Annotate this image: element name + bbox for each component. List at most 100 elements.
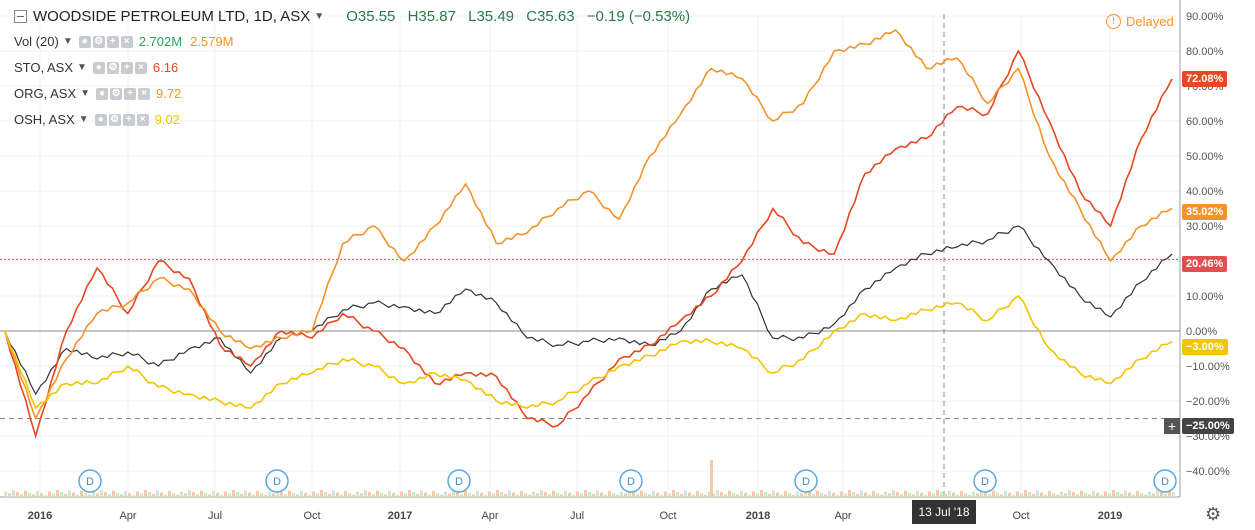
symbol-header[interactable]: WOODSIDE PETROLEUM LTD, 1D, ASX ▼ O35.55…: [14, 8, 698, 25]
eye-icon[interactable]: ●: [92, 61, 105, 74]
volume-bar: [972, 491, 975, 497]
chevron-down-icon[interactable]: ▼: [77, 62, 87, 73]
volume-bar: [4, 491, 7, 497]
indicator-row[interactable]: ORG, ASX ▼ ● ⚙ + × 9.72: [14, 86, 189, 101]
more-icon[interactable]: +: [122, 113, 135, 126]
volume-bar: [684, 490, 687, 497]
volume-bar: [820, 492, 823, 497]
volume-bar: [864, 492, 867, 497]
volume-bar: [232, 490, 235, 497]
indicator-row[interactable]: Vol (20) ▼ ● ⚙ + × 2.702M 2.579M: [14, 34, 241, 49]
volume-bar: [180, 491, 183, 497]
volume-bar: [100, 490, 103, 497]
volume-bar: [488, 491, 491, 497]
delayed-label: Delayed: [1126, 14, 1174, 29]
volume-bar: [316, 493, 319, 497]
close-icon[interactable]: ×: [134, 61, 147, 74]
volume-bar: [796, 491, 799, 497]
volume-bar: [76, 494, 79, 497]
close-icon[interactable]: ×: [138, 87, 151, 100]
volume-bar: [196, 494, 199, 497]
volume-bar: [380, 492, 383, 497]
volume-bar: [108, 494, 111, 497]
volume-bar: [1072, 492, 1075, 497]
chevron-down-icon[interactable]: ▼: [80, 88, 91, 99]
x-tick-label: 2016: [28, 510, 52, 522]
volume-bar: [888, 493, 891, 497]
delayed-indicator[interactable]: ! Delayed: [1106, 14, 1174, 29]
volume-bar: [660, 495, 663, 497]
volume-bar: [272, 493, 275, 497]
close-icon[interactable]: ×: [136, 113, 149, 126]
settings-icon[interactable]: ⚙: [106, 61, 119, 74]
eye-icon[interactable]: ●: [94, 113, 107, 126]
volume-bar: [608, 491, 611, 497]
y-tick-label: 60.00%: [1186, 116, 1224, 128]
volume-bar: [80, 491, 83, 497]
volume-bar: [240, 494, 243, 497]
settings-icon[interactable]: ⚙: [110, 87, 123, 100]
volume-bar: [836, 495, 839, 497]
indicator-label[interactable]: OSH, ASX: [14, 112, 75, 127]
more-icon[interactable]: +: [106, 35, 119, 48]
series-lines: [4, 28, 1173, 439]
collapse-icon[interactable]: [14, 10, 27, 23]
volume-bar: [1116, 492, 1119, 497]
y-tick-label: 80.00%: [1186, 46, 1224, 58]
indicator-label[interactable]: Vol (20): [14, 34, 59, 49]
volume-bar: [932, 493, 935, 497]
volume-bar: [396, 495, 399, 497]
volume-bar: [1164, 494, 1167, 497]
volume-bar: [708, 491, 711, 497]
add-alert-icon[interactable]: +: [1164, 418, 1180, 434]
volume-bar: [132, 495, 135, 497]
volume-bar: [440, 495, 443, 497]
volume-bar: [1056, 495, 1059, 497]
chevron-down-icon[interactable]: ▼: [314, 11, 325, 22]
eye-icon[interactable]: ●: [96, 87, 109, 100]
x-tick-label: 2017: [388, 510, 412, 522]
change-value: −0.19 (−0.53%): [586, 8, 691, 25]
indicator-row[interactable]: OSH, ASX ▼ ● ⚙ + × 9.02: [14, 112, 188, 127]
volume-bar: [668, 493, 671, 497]
eye-icon[interactable]: ●: [78, 35, 91, 48]
volume-bar: [404, 493, 407, 497]
volume-bar: [928, 491, 931, 497]
volume-bar: [1000, 494, 1003, 497]
volume-bar: [952, 492, 955, 497]
volume-bar: [1156, 490, 1159, 497]
x-axis: 2016AprJulOct2017AprJulOct2018AprJulOct2…: [28, 510, 1122, 522]
volume-bar: [44, 495, 47, 497]
volume-bar: [860, 490, 863, 497]
more-icon[interactable]: +: [124, 87, 137, 100]
gear-icon[interactable]: ⚙: [1205, 504, 1222, 524]
indicator-row[interactable]: STO, ASX ▼ ● ⚙ + × 6.16: [14, 60, 186, 75]
volume-bar: [408, 490, 411, 497]
more-icon[interactable]: +: [120, 61, 133, 74]
volume-bar: [60, 492, 63, 497]
series-line-sto: [4, 49, 1173, 439]
volume-bar: [1048, 491, 1051, 497]
settings-icon[interactable]: ⚙: [108, 113, 121, 126]
volume-bar: [924, 495, 927, 497]
volume-bar: [140, 493, 143, 497]
volume-bar: [976, 493, 979, 497]
chevron-down-icon[interactable]: ▼: [78, 114, 89, 125]
volume-bar: [16, 492, 19, 497]
chevron-down-icon[interactable]: ▼: [62, 36, 73, 47]
volume-bar: [1052, 493, 1055, 497]
volume-bar: [556, 492, 559, 497]
settings-icon[interactable]: ⚙: [92, 35, 105, 48]
indicator-label[interactable]: STO, ASX: [14, 60, 74, 75]
symbol-title[interactable]: WOODSIDE PETROLEUM LTD, 1D, ASX: [33, 8, 311, 25]
indicator-controls: ● ⚙ + ×: [92, 61, 147, 74]
close-icon[interactable]: ×: [120, 35, 133, 48]
volume-bar: [740, 491, 743, 497]
volume-bar: [1044, 494, 1047, 497]
indicator-label[interactable]: ORG, ASX: [14, 86, 77, 101]
svg-text:D: D: [802, 476, 810, 488]
volume-bar: [204, 492, 207, 497]
volume-bar: [8, 493, 11, 497]
